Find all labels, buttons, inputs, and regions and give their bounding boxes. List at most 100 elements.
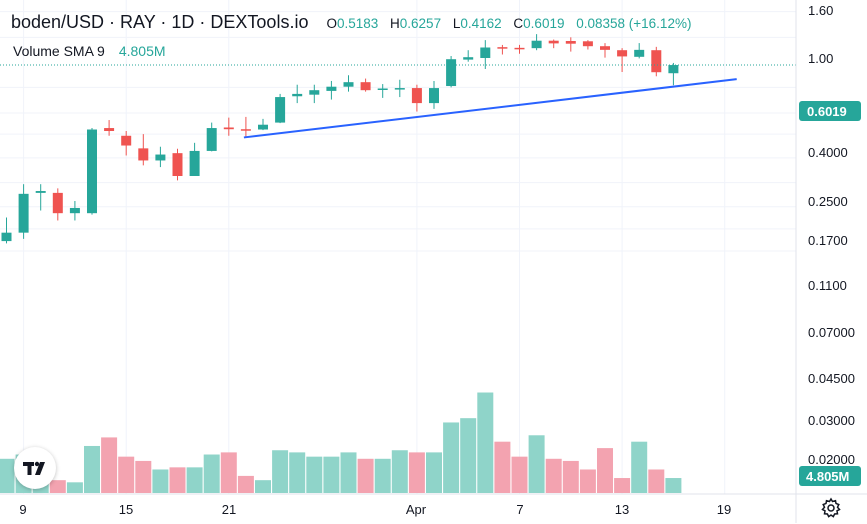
tradingview-logo-icon[interactable] xyxy=(14,447,56,489)
candle-body xyxy=(668,65,679,74)
volume-badge-label: 4.805M xyxy=(806,469,849,484)
volume-bar xyxy=(289,452,306,493)
candle-body xyxy=(172,153,183,177)
volume-bar xyxy=(49,480,66,493)
volume-bar xyxy=(101,437,118,493)
candle-body xyxy=(548,40,559,44)
chart-legend: boden/USD · RAY · 1D · DEXTools.io O0.51… xyxy=(11,12,699,34)
price-tick-label: 0.03000 xyxy=(808,413,855,428)
volume-bar xyxy=(614,478,631,493)
candle-body xyxy=(309,90,320,95)
candle-body xyxy=(104,128,115,132)
volume-bar xyxy=(562,460,579,493)
volume-badge xyxy=(799,466,861,486)
volume-bar xyxy=(66,482,83,493)
candle-body xyxy=(377,88,388,90)
volume-bar xyxy=(0,458,15,493)
candle-body xyxy=(69,207,80,214)
close-value: 0.6019 xyxy=(523,16,565,31)
candlestick-series xyxy=(1,34,679,244)
volume-bar xyxy=(408,452,425,493)
price-tick-label: 0.04500 xyxy=(808,371,855,386)
volume-bar xyxy=(494,441,511,493)
volume-bar xyxy=(255,480,271,493)
volume-value: 4.805M xyxy=(118,43,166,59)
volume-bar xyxy=(460,418,477,493)
candle-body xyxy=(343,82,354,87)
volume-bar xyxy=(648,469,665,493)
volume-histogram xyxy=(0,392,682,493)
candle-body xyxy=(18,193,29,233)
candle-body xyxy=(189,150,200,177)
gear-icon[interactable] xyxy=(820,497,842,519)
last-price-badge xyxy=(799,101,861,121)
volume-bar xyxy=(135,460,152,493)
ohlc-key: L xyxy=(452,16,461,31)
volume-bar xyxy=(340,452,357,493)
ohlc-values: O0.5183 H0.6257 L0.4162 C0.6019 0.08358 … xyxy=(326,16,699,31)
ohlc-key: C xyxy=(513,16,524,31)
candle-body xyxy=(360,82,371,91)
ohlc-key: O xyxy=(326,16,337,31)
candle-body xyxy=(1,232,12,242)
grid-lines xyxy=(0,0,796,494)
time-tick-label: 15 xyxy=(119,502,133,517)
volume-bar xyxy=(426,452,442,493)
price-axis[interactable]: 1.60 1.00 0.4000 0.2500 0.1700 0.1100 0.… xyxy=(799,3,861,486)
candle-body xyxy=(121,135,132,146)
candle-body xyxy=(326,86,337,91)
volume-bar xyxy=(220,452,237,493)
candle-body xyxy=(240,129,251,131)
price-tick-label: 0.1700 xyxy=(808,233,848,248)
time-tick-label: 21 xyxy=(222,502,236,517)
candle-body xyxy=(223,127,234,130)
volume-bar xyxy=(118,456,135,493)
price-tick-label: 0.2500 xyxy=(808,194,848,209)
time-tick-label: Apr xyxy=(406,502,427,517)
candle-body xyxy=(514,47,525,50)
volume-bar xyxy=(579,469,596,493)
symbol-title[interactable]: boden/USD · RAY · 1D · DEXTools.io xyxy=(11,12,309,32)
candle-body xyxy=(651,50,662,73)
volume-bar xyxy=(323,456,340,493)
change-value: 0.08358 (+16.12%) xyxy=(576,16,692,31)
candle-body xyxy=(394,88,405,90)
high-value: 0.6257 xyxy=(399,16,442,31)
price-tick-label: 1.60 xyxy=(808,3,833,18)
price-tick-label: 0.1100 xyxy=(808,278,847,293)
price-tick-label: 1.00 xyxy=(808,51,833,66)
volume-bar xyxy=(186,467,203,493)
volume-legend[interactable]: Volume SMA 9 4.805M xyxy=(13,43,166,59)
volume-label: Volume SMA 9 xyxy=(13,43,105,59)
candle-body xyxy=(617,50,628,57)
volume-bar xyxy=(545,458,562,493)
volume-bar xyxy=(169,467,186,493)
time-tick-label: 19 xyxy=(717,502,731,517)
candle-body xyxy=(258,124,268,130)
open-value: 0.5183 xyxy=(336,16,379,31)
volume-bar xyxy=(631,441,648,493)
candle-body xyxy=(600,46,610,50)
volume-bar xyxy=(391,450,408,493)
candle-body xyxy=(155,154,166,161)
candle-body xyxy=(292,93,303,97)
candle-body xyxy=(497,47,508,49)
volume-bar xyxy=(272,450,289,493)
candle-body xyxy=(138,148,149,161)
candle-body xyxy=(87,129,97,214)
volume-bar xyxy=(665,478,682,493)
low-value: 0.4162 xyxy=(460,16,502,31)
time-axis[interactable]: 9 15 21 Apr 7 13 19 xyxy=(19,502,731,517)
candle-body xyxy=(446,59,457,87)
time-tick-label: 13 xyxy=(615,502,629,517)
price-tick-label: 0.4000 xyxy=(808,145,848,160)
trendline[interactable] xyxy=(243,78,737,139)
volume-bar xyxy=(84,445,100,493)
volume-bar xyxy=(443,422,460,493)
candle-body xyxy=(52,192,63,214)
candle-body xyxy=(463,57,474,60)
candle-body xyxy=(429,88,439,104)
time-tick-label: 7 xyxy=(516,502,523,517)
volume-bar xyxy=(203,454,220,493)
